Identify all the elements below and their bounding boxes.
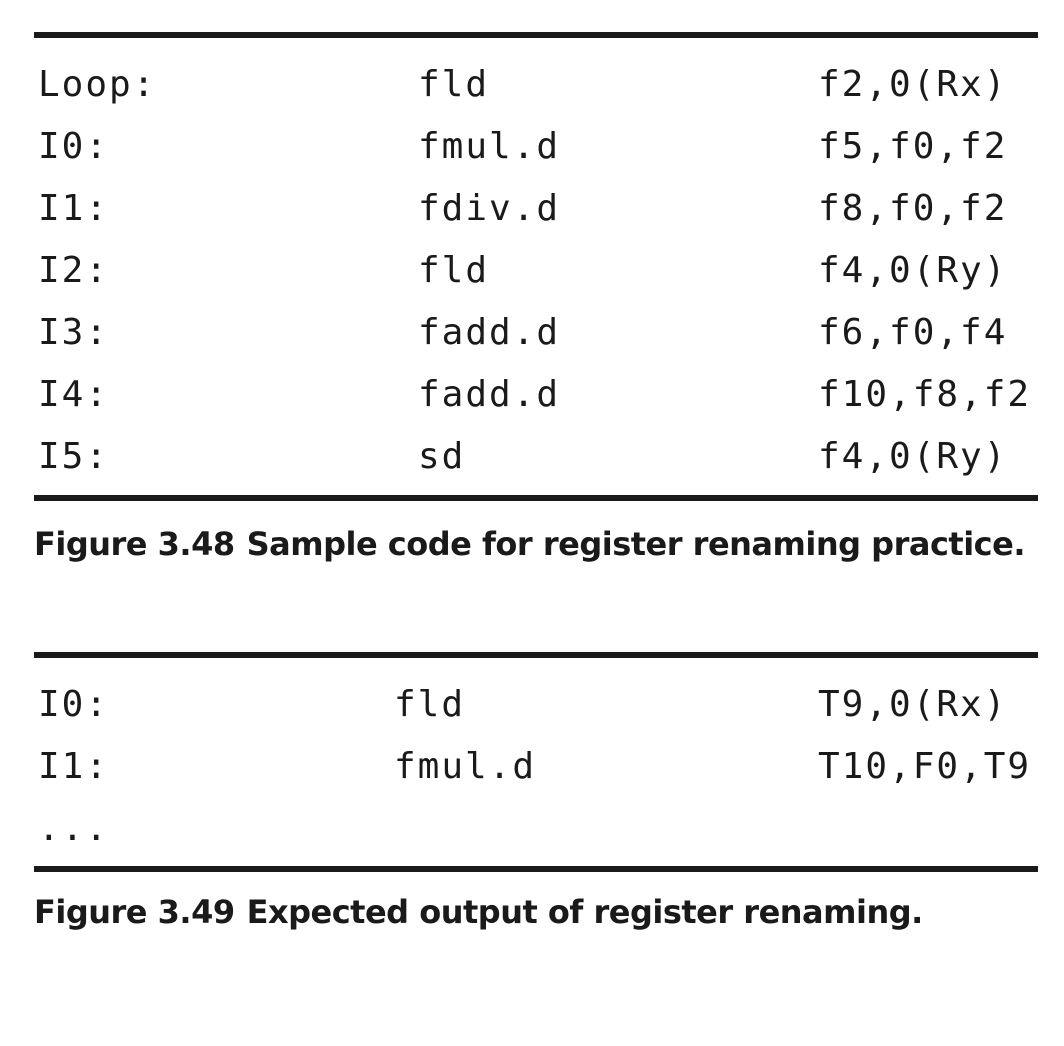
instruction-operands: f10,f8,f2	[818, 374, 1032, 415]
instruction-label: I3:	[38, 312, 110, 353]
bottom-rule	[34, 495, 1038, 501]
instruction-operands: f8,f0,f2	[818, 188, 1008, 229]
figure-caption: Figure 3.49 Expected output of register r…	[34, 888, 923, 936]
instruction-label: I4:	[38, 374, 110, 415]
code-line: I5: sd f4,0(Ry)	[0, 426, 1064, 488]
instruction-label: I5:	[38, 436, 110, 477]
instruction-opcode: fmul.d	[394, 746, 537, 787]
figure-number: Figure 3.49	[34, 893, 235, 931]
instruction-opcode: fmul.d	[418, 126, 561, 167]
figure-caption-text: Expected output of register renaming.	[246, 893, 924, 931]
ellipsis: ...	[38, 808, 110, 849]
instruction-opcode: sd	[418, 436, 466, 477]
figure-number: Figure 3.48	[34, 525, 235, 563]
code-line: Loop: fld f2,0(Rx)	[0, 54, 1064, 116]
figure-caption-text: Sample code for register renaming practi…	[246, 525, 1026, 563]
instruction-label: I0:	[38, 684, 110, 725]
instruction-operands: f4,0(Ry)	[818, 436, 1008, 477]
instruction-label: I2:	[38, 250, 110, 291]
instruction-operands: f4,0(Ry)	[818, 250, 1008, 291]
code-line: I1: fmul.d T10,F0,T9	[0, 736, 1064, 798]
instruction-opcode: fld	[418, 64, 490, 105]
instruction-operands: f2,0(Rx)	[818, 64, 1008, 105]
instruction-operands: T9,0(Rx)	[818, 684, 1008, 725]
instruction-label: I0:	[38, 126, 110, 167]
code-line: I1: fdiv.d f8,f0,f2	[0, 178, 1064, 240]
instruction-label: I1:	[38, 188, 110, 229]
code-line: I4: fadd.d f10,f8,f2	[0, 364, 1064, 426]
code-line: ...	[0, 798, 1064, 860]
code-line: I3: fadd.d f6,f0,f4	[0, 302, 1064, 364]
instruction-label: I1:	[38, 746, 110, 787]
instruction-operands: f6,f0,f4	[818, 312, 1008, 353]
top-rule	[34, 652, 1038, 658]
instruction-opcode: fadd.d	[418, 312, 561, 353]
instruction-label: Loop:	[38, 64, 157, 105]
bottom-rule	[34, 866, 1038, 872]
code-line: I0: fmul.d f5,f0,f2	[0, 116, 1064, 178]
instruction-opcode: fadd.d	[418, 374, 561, 415]
instruction-opcode: fld	[418, 250, 490, 291]
instruction-opcode: fld	[394, 684, 466, 725]
instruction-operands: f5,f0,f2	[818, 126, 1008, 167]
instruction-operands: T10,F0,T9	[818, 746, 1032, 787]
top-rule	[34, 32, 1038, 38]
code-line: I2: fld f4,0(Ry)	[0, 240, 1064, 302]
instruction-opcode: fdiv.d	[418, 188, 561, 229]
code-line: I0: fld T9,0(Rx)	[0, 674, 1064, 736]
figure-caption: Figure 3.48 Sample code for register rena…	[34, 520, 1026, 568]
